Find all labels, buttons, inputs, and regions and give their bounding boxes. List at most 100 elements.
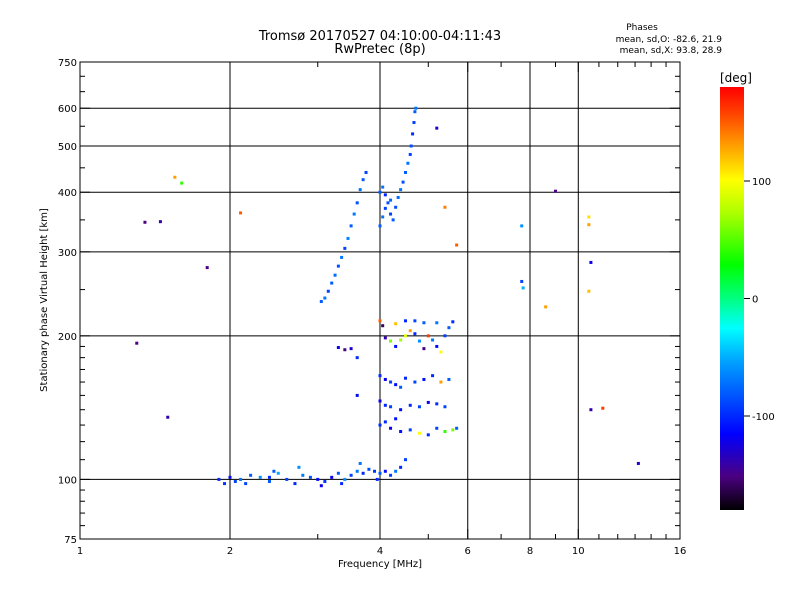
data-point	[389, 198, 393, 202]
data-point	[587, 215, 591, 219]
data-point	[412, 121, 416, 125]
colorbar-tick-label: 0	[752, 295, 758, 306]
colorbar-tick-label: -100	[752, 412, 775, 423]
data-point	[340, 255, 344, 259]
data-point	[355, 201, 359, 205]
data-point	[343, 246, 347, 250]
data-point	[378, 190, 382, 194]
data-point	[417, 339, 421, 343]
data-point	[267, 479, 271, 483]
data-point	[272, 469, 276, 473]
data-point	[431, 338, 435, 342]
data-point	[378, 319, 382, 323]
data-point	[587, 223, 591, 227]
data-point	[601, 406, 605, 410]
data-point	[389, 473, 393, 477]
data-point	[389, 426, 393, 430]
data-point	[336, 471, 340, 475]
data-point	[326, 289, 330, 293]
data-point	[267, 475, 271, 479]
data-point	[323, 296, 327, 300]
data-point	[394, 383, 398, 387]
data-point	[411, 132, 415, 136]
data-point	[447, 377, 451, 381]
data-point	[544, 305, 548, 309]
data-point	[316, 477, 320, 481]
data-point	[349, 473, 353, 477]
data-point	[361, 178, 365, 182]
data-point	[358, 188, 362, 192]
data-point	[426, 334, 430, 338]
data-point	[435, 321, 439, 325]
data-point	[636, 461, 640, 465]
chart-title: Tromsø 20170527 04:10:00-04:11:43	[258, 29, 501, 44]
data-point	[403, 376, 407, 380]
data-point	[399, 465, 403, 469]
x-tick-label: 4	[377, 546, 383, 557]
data-point	[394, 469, 398, 473]
x-tick-label: 2	[227, 546, 233, 557]
data-point	[435, 402, 439, 406]
y-tick-label: 200	[58, 332, 77, 343]
data-point	[394, 417, 398, 421]
data-point	[417, 405, 421, 409]
data-point	[408, 329, 412, 333]
data-point	[375, 477, 379, 481]
data-point	[389, 405, 393, 409]
data-point	[394, 344, 398, 348]
data-point	[389, 212, 393, 216]
y-tick-label: 100	[58, 475, 77, 486]
data-point	[308, 475, 312, 479]
data-point	[244, 482, 248, 486]
data-point	[587, 289, 591, 293]
data-point	[383, 336, 387, 340]
data-point	[383, 469, 387, 473]
data-point	[435, 426, 439, 430]
data-point	[381, 185, 385, 189]
data-point	[135, 341, 139, 345]
data-point	[358, 461, 362, 465]
data-point	[394, 322, 398, 326]
data-point	[258, 475, 262, 479]
data-point	[406, 161, 410, 165]
data-point	[451, 428, 455, 432]
data-point	[319, 484, 323, 488]
data-point	[447, 326, 451, 330]
data-point	[409, 144, 413, 148]
data-points	[135, 106, 640, 488]
y-tick-label: 600	[58, 104, 77, 115]
data-point	[521, 286, 525, 290]
data-point	[414, 106, 418, 110]
data-point	[293, 482, 297, 486]
data-point	[403, 334, 407, 338]
data-point	[217, 477, 221, 481]
data-point	[408, 428, 412, 432]
data-point	[399, 408, 403, 412]
data-point	[373, 469, 377, 473]
data-point	[223, 482, 227, 486]
data-point	[352, 212, 356, 216]
data-point	[364, 170, 368, 174]
grid-lines	[80, 62, 680, 539]
x-tick-label: 8	[527, 546, 533, 557]
data-point	[589, 260, 593, 264]
axis-ticks: 1 2 4 6 8 10 16 75 100 200 300 400 500 600 750	[58, 58, 686, 557]
data-point	[403, 458, 407, 462]
data-point	[297, 465, 301, 469]
data-point	[451, 320, 455, 324]
x-axis-label: Frequency [MHz]	[338, 559, 422, 570]
x-tick-label: 1	[77, 546, 83, 557]
data-point	[383, 193, 387, 197]
stats-x-line: mean, sd,X: 93.8, 28.9	[620, 46, 723, 56]
data-point	[378, 471, 382, 475]
data-point	[205, 266, 209, 270]
data-point	[143, 220, 147, 224]
y-tick-label: 400	[58, 188, 77, 199]
colorbar-tick-label: 100	[752, 177, 771, 188]
data-point	[285, 477, 289, 481]
x-tick-label: 16	[674, 546, 687, 557]
y-tick-label: 750	[58, 58, 77, 69]
data-point	[333, 273, 337, 277]
y-tick-label: 300	[58, 248, 77, 259]
data-point	[378, 374, 382, 378]
